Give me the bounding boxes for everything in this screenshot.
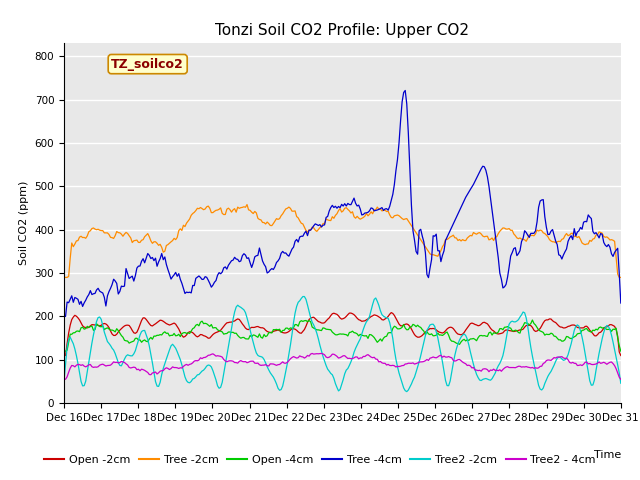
Text: Time: Time [593,450,621,460]
Tree2 - 4cm [60,376,68,382]
Tree -2cm [60,275,68,280]
Open -2cm [226,319,234,325]
Line: Open -2cm: Open -2cm [64,312,621,356]
Open -2cm [254,324,262,329]
Tree -4cm [588,216,595,221]
Tree -4cm [401,87,409,93]
Legend: Open -2cm, Tree -2cm, Open -4cm, Tree -4cm, Tree2 -2cm, Tree2 - 4cm: Open -2cm, Tree -2cm, Open -4cm, Tree -4… [40,451,600,469]
Line: Tree -2cm: Tree -2cm [64,204,621,277]
Tree2 -2cm [60,378,68,384]
Tree -4cm [303,233,311,239]
Open -2cm [588,329,595,335]
Open -4cm [60,348,68,354]
Open -2cm [60,353,68,359]
Tree2 - 4cm [129,365,136,371]
Tree -4cm [129,273,136,279]
Tree2 -2cm [617,380,625,386]
Tree2 -2cm [589,382,596,388]
Tree2 - 4cm [244,360,252,365]
Tree2 -2cm [129,353,136,359]
Tree2 -2cm [254,352,262,358]
Tree -2cm [255,216,263,222]
Title: Tonzi Soil CO2 Profile: Upper CO2: Tonzi Soil CO2 Profile: Upper CO2 [216,23,469,38]
Open -2cm [244,327,252,333]
Tree2 -2cm [301,294,308,300]
Line: Tree2 - 4cm: Tree2 - 4cm [64,353,621,379]
Tree2 -2cm [226,335,234,341]
Line: Tree -4cm: Tree -4cm [64,90,621,316]
Tree2 - 4cm [317,350,325,356]
Tree -2cm [226,207,234,213]
Open -4cm [244,336,252,342]
Tree -2cm [305,227,313,233]
Open -2cm [303,319,311,325]
Open -4cm [529,317,536,323]
Tree -2cm [617,275,625,280]
Tree2 -2cm [305,309,313,314]
Tree2 -2cm [244,321,252,326]
Tree -4cm [617,300,625,306]
Tree -4cm [60,313,68,319]
Tree -2cm [129,240,136,245]
Line: Open -4cm: Open -4cm [64,320,621,351]
Tree2 - 4cm [226,358,234,364]
Tree -2cm [243,202,251,207]
Open -2cm [617,353,625,359]
Tree -4cm [244,255,252,261]
Tree -4cm [254,252,262,258]
Tree2 - 4cm [588,361,595,367]
Open -4cm [617,348,625,354]
Open -4cm [254,335,262,340]
Open -4cm [303,319,311,324]
Open -4cm [588,329,595,335]
Line: Tree2 -2cm: Tree2 -2cm [64,297,621,392]
Tree2 - 4cm [617,376,625,382]
Tree -2cm [246,207,254,213]
Open -4cm [226,329,234,335]
Y-axis label: Soil CO2 (ppm): Soil CO2 (ppm) [19,181,29,265]
Tree -2cm [588,239,595,244]
Open -4cm [129,339,136,345]
Tree2 -2cm [403,389,411,395]
Text: TZ_soilco2: TZ_soilco2 [111,58,184,71]
Tree -4cm [226,260,234,266]
Open -2cm [387,310,395,315]
Open -2cm [129,327,136,333]
Tree2 - 4cm [303,353,311,359]
Tree2 - 4cm [254,360,262,366]
